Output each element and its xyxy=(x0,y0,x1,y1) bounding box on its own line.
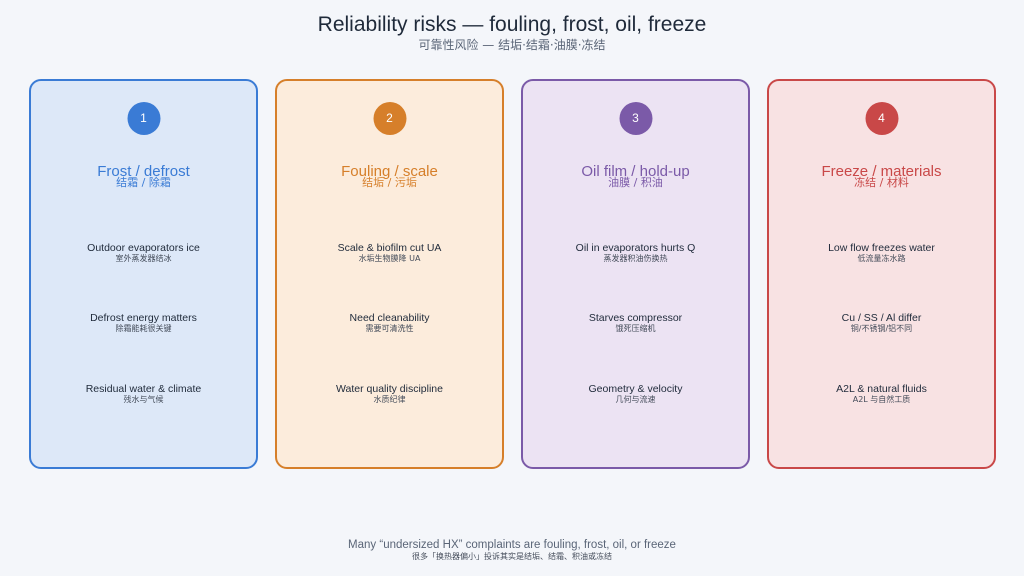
card-item: Need cleanability 需要可清洗性 xyxy=(277,312,502,334)
card-item-text: Geometry & velocity xyxy=(588,383,683,395)
card-item-text-zh: 低流量冻水路 xyxy=(857,254,906,263)
card-item-text: Oil in evaporators hurts Q xyxy=(575,242,696,254)
card-item-text-zh: 除霜能耗很关键 xyxy=(115,324,172,333)
card-heading-zh: 冻结 / 材料 xyxy=(854,176,909,189)
card-number-badge: 3 xyxy=(619,102,652,135)
card-item: Residual water & climate 残水与气候 xyxy=(31,383,256,405)
card-heading: Freeze / materials xyxy=(821,163,942,180)
card-item-text-zh: 室外蒸发器结冰 xyxy=(115,254,172,263)
card-item-text: Starves compressor xyxy=(588,312,683,324)
card-heading: Oil film / hold-up xyxy=(581,163,690,180)
card-item: Geometry & velocity 几何与流速 xyxy=(523,383,748,405)
card-heading: Fouling / scale xyxy=(341,163,438,180)
risk-card-oil: 3 Oil film / hold-up 油膜 / 积油 Oil in evap… xyxy=(521,79,750,469)
footer-note: Many “undersized HX” complaints are foul… xyxy=(348,539,676,551)
card-item: Defrost energy matters 除霜能耗很关键 xyxy=(31,312,256,334)
card-item: Scale & biofilm cut UA 水垢生物膜降 UA xyxy=(277,242,502,264)
card-item-text: Residual water & climate xyxy=(85,383,202,395)
card-number-badge: 4 xyxy=(865,102,898,135)
card-number-badge: 2 xyxy=(373,102,406,135)
card-item: A2L & natural fluids A2L 与自然工质 xyxy=(769,383,994,405)
card-item-text-zh: 水垢生物膜降 UA xyxy=(358,254,421,263)
card-item-text: Defrost energy matters xyxy=(90,312,197,324)
card-number-badge: 1 xyxy=(127,102,160,135)
card-item: Cu / SS / Al differ 铜/不锈钢/铝不同 xyxy=(769,312,994,334)
card-item-text-zh: 残水与气候 xyxy=(123,395,164,404)
card-heading: Frost / defrost xyxy=(97,163,190,180)
risk-card-freeze: 4 Freeze / materials 冻结 / 材料 Low flow fr… xyxy=(767,79,996,469)
card-item-text-zh: 几何与流速 xyxy=(615,395,656,404)
card-item-text-zh: 水质纪律 xyxy=(373,395,406,404)
card-item-text-zh: 饿死压缩机 xyxy=(615,324,656,333)
card-item: Outdoor evaporators ice 室外蒸发器结冰 xyxy=(31,242,256,264)
risk-card-frost: 1 Frost / defrost 结霜 / 除霜 Outdoor evapor… xyxy=(29,79,258,469)
card-heading-zh: 结垢 / 污垢 xyxy=(362,176,417,189)
card-item-text: Outdoor evaporators ice xyxy=(87,242,200,254)
footer-note-zh: 很多「换热器偏小」投诉其实是结垢、结霜、积油或冻结 xyxy=(412,552,612,561)
card-item-text: Need cleanability xyxy=(349,312,430,324)
card-heading-zh: 结霜 / 除霜 xyxy=(116,176,171,189)
card-item-text: Water quality discipline xyxy=(336,383,443,395)
card-item-text-zh: A2L 与自然工质 xyxy=(852,395,911,404)
card-item: Water quality discipline 水质纪律 xyxy=(277,383,502,405)
card-item: Starves compressor 饿死压缩机 xyxy=(523,312,748,334)
card-heading-zh: 油膜 / 积油 xyxy=(608,176,663,189)
card-item-text-zh: 铜/不锈钢/铝不同 xyxy=(850,324,913,333)
card-item-text: A2L & natural fluids xyxy=(836,383,927,395)
card-item: Low flow freezes water 低流量冻水路 xyxy=(769,242,994,264)
card-item-text: Cu / SS / Al differ xyxy=(841,312,922,324)
card-item-text-zh: 需要可清洗性 xyxy=(365,324,414,333)
card-item-text: Scale & biofilm cut UA xyxy=(337,242,442,254)
slide-title: Reliability risks — fouling, frost, oil,… xyxy=(317,13,707,36)
risk-card-fouling: 2 Fouling / scale 结垢 / 污垢 Scale & biofil… xyxy=(275,79,504,469)
card-item: Oil in evaporators hurts Q 蒸发器积油伤换热 xyxy=(523,242,748,264)
card-item-text-zh: 蒸发器积油伤换热 xyxy=(603,254,668,263)
card-item-text: Low flow freezes water xyxy=(828,242,935,254)
slide-subtitle: 可靠性风险 — 结垢·结霜·油膜·冻结 xyxy=(418,38,606,52)
